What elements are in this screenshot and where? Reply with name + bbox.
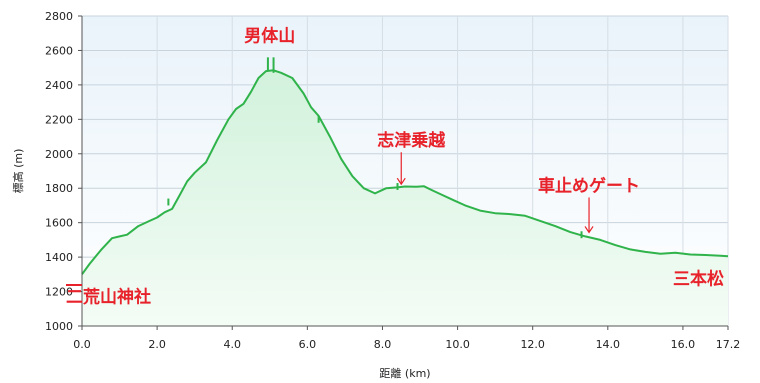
y-tick-label: 1000	[45, 320, 73, 333]
x-tick-label: 0.0	[73, 338, 91, 351]
x-tick-label: 10.0	[445, 338, 470, 351]
x-axis-label: 距離 (km)	[379, 366, 430, 380]
x-tick-label: 12.0	[520, 338, 545, 351]
x-tick-label: 2.0	[148, 338, 166, 351]
x-tick-label: 4.0	[223, 338, 241, 351]
annotation-label: 二荒山神社	[66, 286, 151, 307]
y-tick-label: 1600	[45, 217, 73, 230]
x-tick-label: 6.0	[299, 338, 317, 351]
annotation-label: 三本松	[673, 268, 724, 289]
y-tick-label: 2200	[45, 113, 73, 126]
x-tick-label: 17.2	[716, 338, 741, 351]
y-tick-label: 2400	[45, 79, 73, 92]
elevation-spikes	[167, 57, 583, 239]
y-tick-label: 2600	[45, 44, 73, 57]
annotation-arrow-head	[584, 226, 594, 234]
elevation-line	[81, 69, 729, 275]
x-tick-label: 14.0	[596, 338, 621, 351]
x-axis-ticks: 0.0 2.0 4.0 6.0 8.0 10.0 12.0 14.0 16.0 17.2	[73, 326, 740, 351]
y-tick-label: 2800	[45, 10, 73, 23]
elevation-area	[82, 70, 728, 326]
y-axis-label: 標高 (m)	[11, 149, 25, 194]
annotation-arrow-head	[396, 177, 406, 186]
annotation-label: 男体山	[244, 25, 295, 46]
y-tick-label: 1400	[45, 251, 73, 264]
annotation-label: 志津乗越	[377, 130, 446, 151]
y-tick-label: 1800	[45, 182, 73, 195]
annotation-label: 車止めゲート	[538, 175, 640, 196]
x-tick-label: 16.0	[671, 338, 696, 351]
x-tick-label: 8.0	[374, 338, 392, 351]
y-axis-ticks: 1000 1200 1400 1600 1800 2000 2200 2400 2600 2800	[45, 10, 82, 333]
y-tick-label: 1200	[45, 286, 73, 299]
y-tick-label: 2000	[45, 148, 73, 161]
